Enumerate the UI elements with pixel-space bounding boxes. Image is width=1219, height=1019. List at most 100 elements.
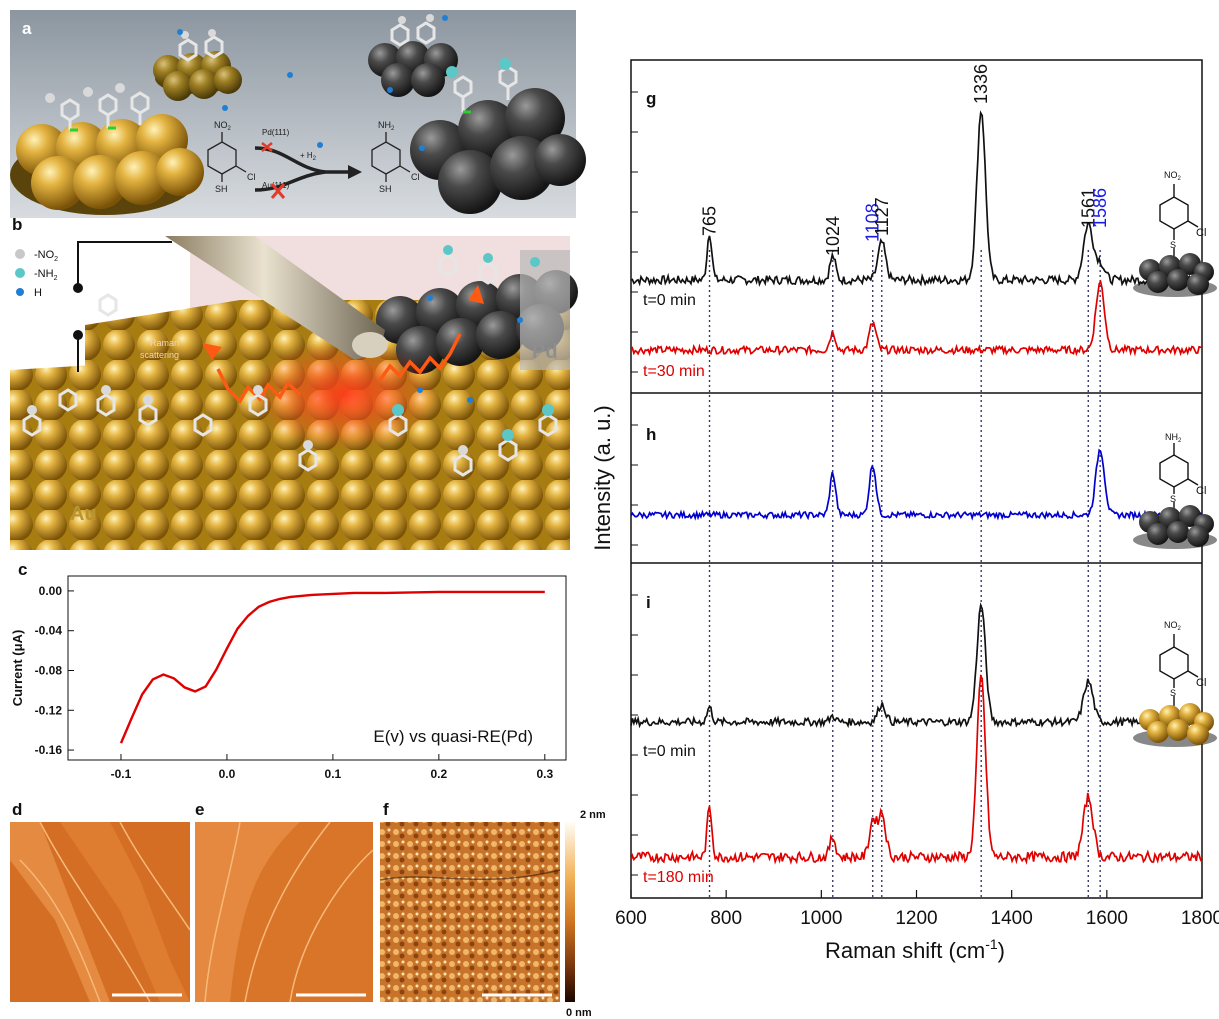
panel-letter-a: a [22, 19, 32, 38]
pd-label: Pd [532, 341, 558, 363]
molecule-inset-h: NH2 Cl S [1133, 432, 1217, 549]
legend-nh2: -NH2 [34, 268, 58, 282]
afm-image-f [380, 822, 560, 1002]
plot-c-frame [67, 575, 567, 761]
peak-label: 1586 [1090, 188, 1110, 228]
y-tick-label: -0.12 [35, 703, 63, 717]
spectrum-h [630, 448, 1203, 522]
scale-max-label: 2 nm [580, 809, 606, 821]
y-tick-label: -0.08 [35, 663, 63, 677]
au-label: Au [70, 503, 97, 525]
reference-lines [708, 250, 1101, 898]
pd-island-back [368, 41, 458, 97]
molecule-h-s: S [1170, 494, 1176, 504]
peak-label: 1127 [872, 197, 892, 236]
reaction-arrow [254, 142, 362, 199]
raman-xlabel: Raman shift (cm-1) [825, 936, 1005, 963]
panel-letter-e: e [195, 800, 204, 819]
spectrum-label-g-t30: t=30 min [643, 363, 705, 380]
panel-letter-f: f [383, 800, 389, 819]
spectrum-label-i-t0: t=0 min [643, 743, 696, 760]
raman-arrows [202, 285, 484, 404]
circuit [73, 241, 172, 372]
plot-c-ticks: -0.1 0.0 0.1 0.2 0.3 0.00 -0.04 -0.08 -0.12 -0.16 [35, 584, 554, 781]
spectrum-i [630, 674, 1203, 866]
x-tick-label: 0.3 [536, 767, 553, 781]
molecule-g-cl: Cl [1196, 227, 1206, 239]
color-scale-bar [565, 822, 575, 1002]
au-cluster-i [1133, 703, 1217, 747]
legend-h-swatch [16, 288, 24, 296]
legend-b: -NO2 -NH2 H [15, 249, 58, 299]
pd-slab [520, 250, 570, 370]
raman-ylabel: Intensity (a. u.) [590, 405, 615, 551]
panel-letter-i: i [646, 593, 651, 612]
au-island-left [10, 114, 204, 215]
panel-b: -NO2 -NH2 H Raman scattering Pd Au b [10, 215, 578, 550]
pd-cluster-h [1133, 505, 1217, 549]
peak-label: 1336 [971, 64, 991, 104]
reactant-sh: SH [215, 184, 228, 194]
pd-island-right [410, 88, 586, 214]
pd-cluster-g [1133, 253, 1217, 297]
panel-letter-b: b [12, 215, 22, 234]
panel-letter-d: d [12, 800, 22, 819]
molecule-i-cl: Cl [1196, 677, 1206, 689]
product-cl: Cl [411, 172, 420, 182]
catalyst-pd-label: Pd(111) [262, 128, 290, 137]
stm-tip [165, 236, 388, 360]
peak-label: 765 [700, 206, 720, 236]
catalyst-au-label: Au(111) [262, 181, 290, 190]
panel-letter-g: g [646, 89, 656, 108]
legend-no2: -NO2 [34, 249, 58, 263]
atom-nodes-b [27, 245, 554, 455]
legend-h: H [34, 287, 42, 299]
plot-c-ylabel: Current (μA) [10, 630, 25, 707]
raman-ticks: 600 800 1000 1200 1400 1600 1800 [615, 91, 1219, 929]
peak-label: 1561 [1078, 188, 1098, 228]
raman-frame [630, 59, 1203, 899]
raman-x-tick-label: 800 [710, 908, 742, 929]
panel-letter-h: h [646, 425, 656, 444]
raman-label: Raman [150, 338, 179, 348]
reactant-cl: Cl [247, 172, 256, 182]
raman-x-tick-label: 1200 [895, 908, 937, 929]
peak-label: 1024 [823, 216, 843, 256]
molecule-i-s: S [1170, 688, 1176, 698]
y-tick-label: -0.16 [35, 743, 63, 757]
y-tick-label: -0.04 [35, 624, 63, 638]
x-tick-label: 0.0 [219, 767, 236, 781]
scale-min-label: 0 nm [566, 1007, 592, 1019]
panel-a: NO2 Cl SH NH2 Cl SH Pd(111) Au(111) + H2… [10, 10, 586, 218]
molecule-h-cl: Cl [1196, 485, 1206, 497]
spectrum-i [630, 602, 1203, 729]
afm-color-scale: 2 nm 0 nm [565, 809, 606, 1019]
reaction-scheme [207, 132, 411, 182]
panel-c: -0.1 0.0 0.1 0.2 0.3 0.00 -0.04 -0.08 -0.12 -0.16… [10, 560, 567, 781]
panel-letter-c: c [18, 560, 27, 579]
molecule-g-s: S [1170, 240, 1176, 250]
molecule-g-top: NO2 [1164, 170, 1182, 182]
raman-label-2: scattering [140, 350, 179, 360]
panel-d: d [10, 800, 191, 1003]
product-group: NH2 [378, 120, 395, 132]
atom-nodes-a [45, 14, 511, 151]
raman-x-tick-label: 1000 [800, 908, 842, 929]
reaction-scheme-labels: NO2 Cl SH NH2 Cl SH Pd(111) Au(111) + H2 [214, 120, 420, 194]
spectrum-g [630, 279, 1203, 357]
spectra [630, 110, 1203, 866]
molecule-inset-i: NO2 Cl S [1133, 620, 1217, 747]
product-sh: SH [379, 184, 392, 194]
blocked-cross-icon [270, 183, 286, 199]
plot-c-annotation: E(v) vs quasi-RE(Pd) [373, 727, 533, 746]
molecule-i-top: NO2 [1164, 620, 1182, 632]
peak-label: 1108 [863, 203, 883, 242]
raman-x-tick-label: 1600 [1086, 908, 1128, 929]
raman-x-tick-label: 1800 [1181, 908, 1219, 929]
spectrum-label-i-t180: t=180 min [643, 869, 714, 886]
au-island-back [153, 51, 242, 101]
y-tick-label: 0.00 [39, 584, 63, 598]
spectrum-g [630, 110, 1203, 287]
